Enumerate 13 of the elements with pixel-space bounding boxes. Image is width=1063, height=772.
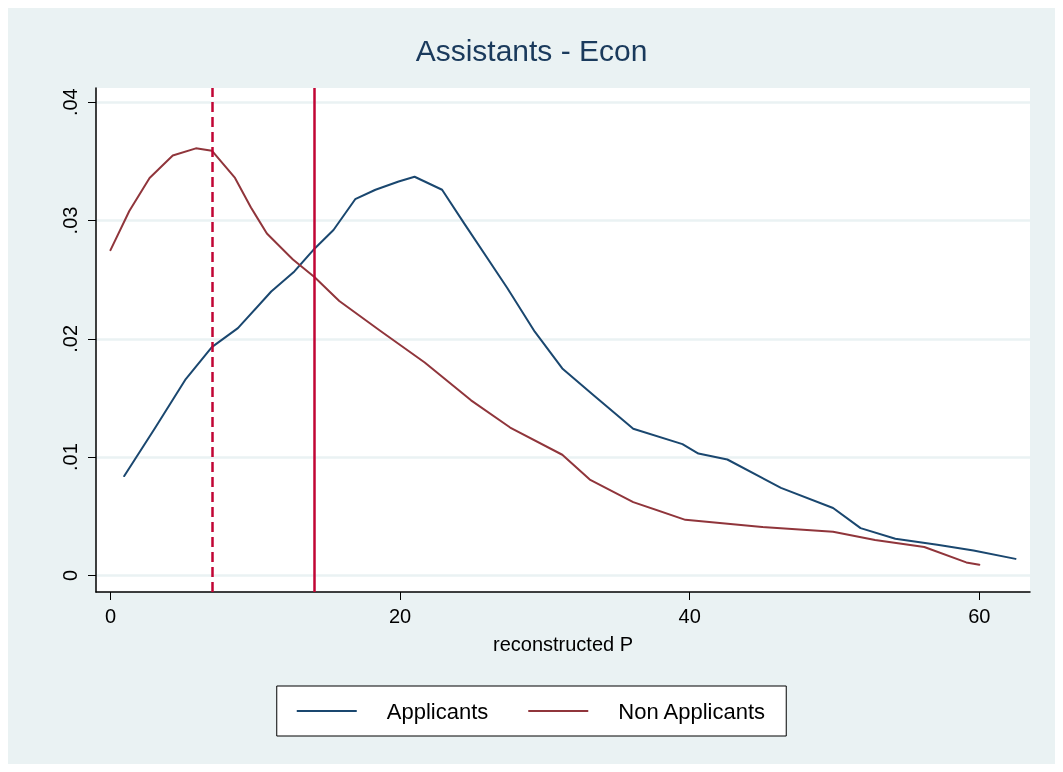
x-tick-label: 40 <box>678 605 701 627</box>
y-tick-label: 0 <box>59 569 81 581</box>
y-tick-label: .04 <box>59 88 81 117</box>
x-tick-label: 0 <box>104 605 117 627</box>
legend-label: Non Applicants <box>618 698 766 724</box>
y-tick-label: .01 <box>59 443 81 472</box>
y-tick-label: .03 <box>59 206 81 235</box>
legend-label: Applicants <box>386 698 489 724</box>
y-tick-label: .02 <box>59 324 81 353</box>
x-tick-label: 20 <box>388 605 412 627</box>
x-tick-label: 60 <box>968 605 991 627</box>
chart-title: Assistants - Econ <box>415 33 648 67</box>
x-axis-title: reconstructed P <box>492 633 634 655</box>
